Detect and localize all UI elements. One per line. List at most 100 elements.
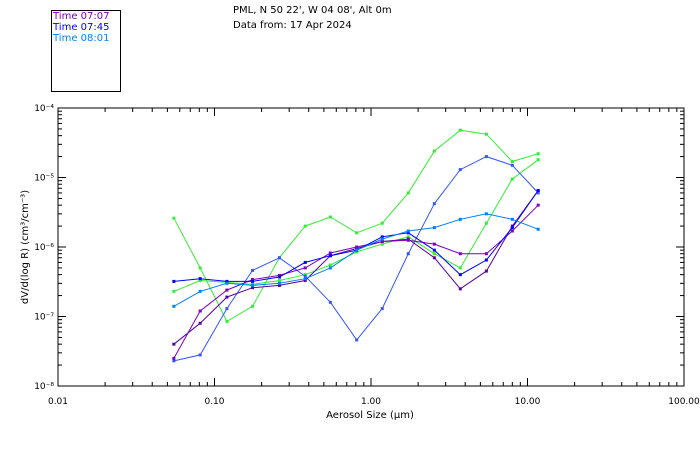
x-tick-label: 1.00 xyxy=(361,397,381,407)
extra-trace-0-point xyxy=(458,128,462,132)
series-1 xyxy=(172,189,540,283)
x-tick-label: 0.01 xyxy=(48,397,68,407)
extra-trace-2-point xyxy=(510,163,514,167)
extra-trace-1-point xyxy=(458,266,462,270)
extra-trace-1-point xyxy=(328,263,332,267)
plot-frame xyxy=(57,107,685,387)
extra-trace-1-point xyxy=(432,252,436,256)
extra-trace-2 xyxy=(172,155,540,363)
extra-trace-1-point xyxy=(536,158,540,162)
extra-trace-0-point xyxy=(510,159,514,163)
y-tick-label: 10⁻⁸ xyxy=(34,382,54,392)
series-2-point xyxy=(510,217,514,221)
extra-trace-0-point xyxy=(355,231,359,235)
series-0-point xyxy=(328,251,332,255)
extra-trace-0-point xyxy=(251,304,255,308)
extra-trace-3-point xyxy=(510,224,514,228)
series-1-point xyxy=(328,254,332,258)
extra-trace-2-line xyxy=(173,156,539,362)
series-0-point xyxy=(355,245,359,249)
extra-trace-3-point xyxy=(172,342,176,346)
extra-trace-0-point xyxy=(172,216,176,220)
extra-trace-1 xyxy=(172,158,540,293)
series-1-point xyxy=(484,258,488,262)
extra-trace-3-point xyxy=(484,269,488,273)
series-0-point xyxy=(406,238,410,242)
series-0-point xyxy=(277,273,281,277)
extra-trace-0-line xyxy=(173,129,539,323)
series-2-point xyxy=(380,237,384,241)
series-2-point xyxy=(484,212,488,216)
series-1-point xyxy=(380,235,384,239)
series-0-point xyxy=(484,252,488,256)
extra-trace-0-point xyxy=(432,149,436,153)
extra-trace-3-point xyxy=(432,256,436,260)
extra-trace-2-point xyxy=(328,300,332,304)
series-2-point xyxy=(251,283,255,287)
legend-box xyxy=(51,10,121,92)
series-2-point xyxy=(277,281,281,285)
extra-trace-0-point xyxy=(328,215,332,219)
y-tick-label: 10⁻⁴ xyxy=(34,104,54,114)
series-2-point xyxy=(432,226,436,230)
legend-entry-0745: Time 07:45 xyxy=(53,22,110,33)
extra-trace-3-point xyxy=(225,295,229,299)
series-0-point xyxy=(510,229,514,233)
legend-entry-0707: Time 07:07 xyxy=(53,11,110,22)
series-1-point xyxy=(225,279,229,283)
extra-trace-0-point xyxy=(380,221,384,225)
x-tick-label: 0.10 xyxy=(204,397,224,407)
extra-trace-1-point xyxy=(277,278,281,282)
series-2-point xyxy=(225,281,229,285)
extra-trace-0-point xyxy=(536,152,540,156)
y-tick-label: 10⁻⁶ xyxy=(34,243,54,253)
extra-trace-2-point xyxy=(198,353,202,357)
series-1-point xyxy=(510,226,514,230)
extra-trace-1-point xyxy=(172,289,176,293)
extra-trace-3-point xyxy=(198,321,202,325)
extra-trace-3-point xyxy=(355,247,359,251)
series-1-point xyxy=(432,248,436,252)
series-0-point xyxy=(225,288,229,292)
y-axis-label: dV/d(log R) (cm³/cm⁻³) xyxy=(20,190,31,304)
extra-trace-2-point xyxy=(484,155,488,159)
series-2-point xyxy=(172,304,176,308)
extra-trace-1-point xyxy=(355,250,359,254)
data-date-header: Data from: 17 Apr 2024 xyxy=(233,20,352,31)
extra-trace-3-point xyxy=(251,286,255,290)
location-header: PML, N 50 22', W 04 08', Alt 0m xyxy=(233,5,392,16)
series-1-line xyxy=(173,190,539,282)
extra-trace-0 xyxy=(172,128,540,323)
series-2-point xyxy=(406,229,410,233)
x-axis-label: Aerosol Size (μm) xyxy=(326,410,414,421)
x-tick-label: 10.00 xyxy=(515,397,541,407)
extra-trace-1-point xyxy=(484,221,488,225)
extra-trace-2-point xyxy=(303,274,307,278)
extra-trace-3-point xyxy=(458,287,462,291)
series-2-point xyxy=(303,277,307,281)
axis-ticks: 0.01 0.10 1.00 10.00 100.00 10⁻⁸ 10⁻⁷ 10⁻⁶ 10⁻⁵ 1… xyxy=(34,104,700,407)
extra-trace-1-point xyxy=(406,235,410,239)
series-0-point xyxy=(432,242,436,246)
extra-trace-3-line xyxy=(173,190,539,345)
series-0-point xyxy=(251,278,255,282)
series-0 xyxy=(172,203,540,360)
extra-trace-2-point xyxy=(225,307,229,311)
extra-trace-1-point xyxy=(303,273,307,277)
extra-trace-2-point xyxy=(380,307,384,311)
x-tick-label: 100.00 xyxy=(668,397,700,407)
series-layer xyxy=(172,128,540,363)
extra-trace-0-point xyxy=(225,319,229,323)
extra-trace-2-point xyxy=(277,256,281,260)
series-2-point xyxy=(458,217,462,221)
legend-entry-0801: Time 08:01 xyxy=(53,33,110,44)
extra-trace-2-point xyxy=(458,168,462,172)
series-2-point xyxy=(328,266,332,270)
extra-trace-3-point xyxy=(277,283,281,287)
extra-trace-2-point xyxy=(536,191,540,195)
extra-trace-1-line xyxy=(173,159,539,292)
series-1-point xyxy=(458,273,462,277)
series-1-point xyxy=(536,189,540,193)
series-1-point xyxy=(406,231,410,235)
series-1-point xyxy=(251,279,255,283)
